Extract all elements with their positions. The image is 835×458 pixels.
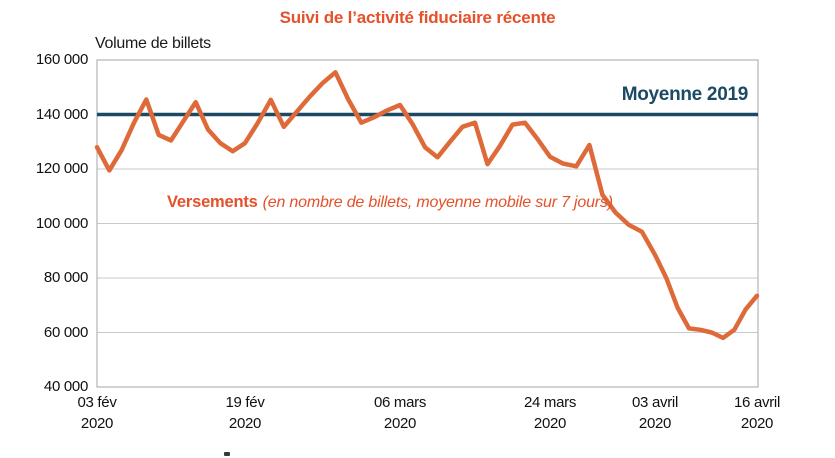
x-tick-label: 24 mars 2020 xyxy=(495,392,605,434)
x-tick-label: 19 fév 2020 xyxy=(190,392,300,434)
y-tick-label: 120 000 xyxy=(35,160,88,177)
x-tick-date: 19 fév xyxy=(225,394,265,411)
y-tick-label: 80 000 xyxy=(43,269,88,286)
series-annotation: Versements (en nombre de billets, moyenne… xyxy=(167,193,613,212)
x-tick-label: 03 fév 2020 xyxy=(42,392,152,434)
y-tick-label: 40 000 xyxy=(43,378,88,395)
cropped-caption-artifact xyxy=(224,452,230,456)
x-tick-year: 2020 xyxy=(80,415,114,432)
plot-border xyxy=(96,59,759,388)
series-annotation-name: Versements xyxy=(167,193,258,211)
y-tick-label: 60 000 xyxy=(43,323,88,341)
x-tick-year: 2020 xyxy=(740,415,774,432)
x-tick-date: 03 fév xyxy=(77,394,117,411)
x-tick-year: 2020 xyxy=(533,415,567,432)
x-tick-date: 06 mars xyxy=(373,394,427,411)
x-tick-year: 2020 xyxy=(383,415,417,432)
x-tick-label: 16 avril 2020 xyxy=(702,392,812,434)
y-tick-label: 160 000 xyxy=(35,51,88,68)
x-tick-date: 03 avril xyxy=(632,394,678,411)
y-tick-label: 140 000 xyxy=(35,105,88,123)
average-line-label: Moyenne 2019 xyxy=(621,84,749,105)
series-annotation-detail: (en nombre de billets, moyenne mobile su… xyxy=(262,194,613,211)
x-tick-label: 03 avril 2020 xyxy=(600,392,710,434)
x-tick-year: 2020 xyxy=(638,415,672,432)
x-tick-date: 24 mars xyxy=(523,394,577,411)
versements-line xyxy=(94,70,760,341)
y-tick-label: 100 000 xyxy=(35,214,88,232)
y-axis-heading: Volume de billets xyxy=(95,35,211,52)
x-tick-date: 16 avril xyxy=(734,394,780,411)
x-tick-year: 2020 xyxy=(228,415,262,432)
x-tick-label: 06 mars 2020 xyxy=(345,392,455,434)
chart-title: Suivi de l’activité fiduciaire récente xyxy=(279,8,556,27)
